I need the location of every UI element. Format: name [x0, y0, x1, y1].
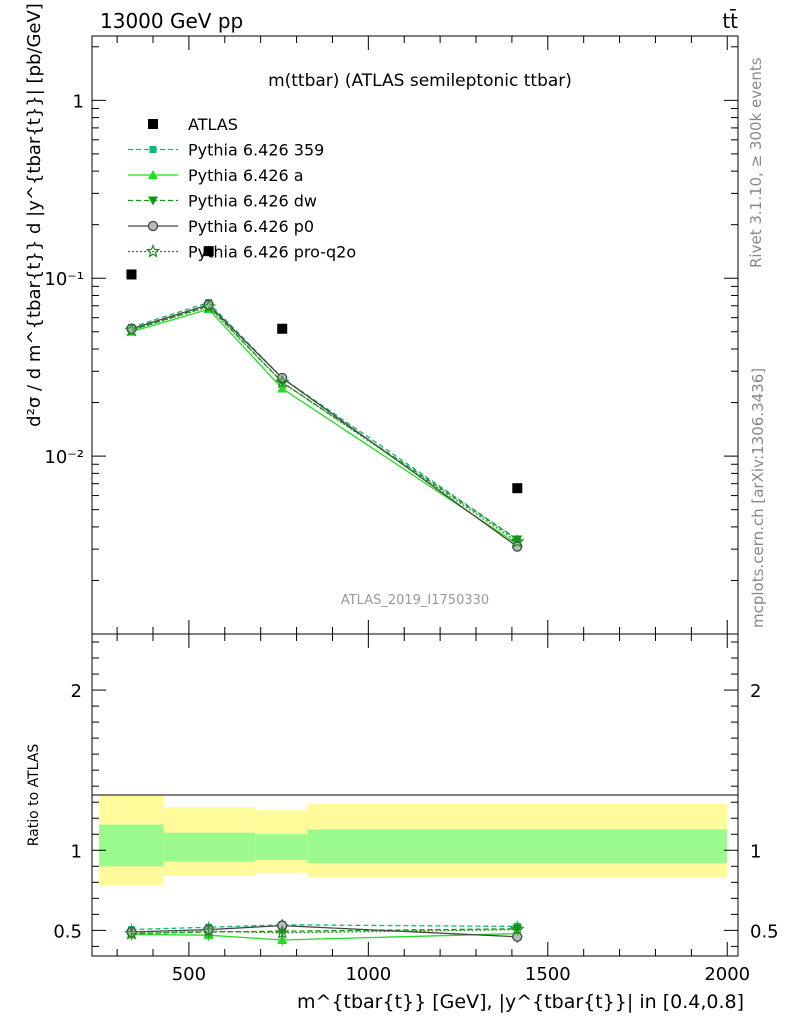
legend-item-pp0: Pythia 6.426 p0 [128, 217, 314, 236]
legend-marker-pq2o [145, 243, 161, 258]
main-y-label: d²σ / d m^{tbar{t}} d |y^{tbar{t}}| [pb/… [24, 3, 45, 427]
main-point-pq2o [124, 322, 139, 337]
main-point-pq2o [510, 534, 525, 548]
legend: ATLAS Pythia 6.426 359 Pythia 6.426 a Pythi… [128, 115, 356, 262]
ratio-point-pq2o [274, 925, 290, 939]
legend-item-p359: Pythia 6.426 359 [128, 141, 324, 160]
process-label: tt̄ [722, 8, 738, 33]
atlas-data-point [203, 246, 214, 257]
legend-marker-pp0 [147, 220, 159, 232]
rivet-label: Rivet 3.1.10, ≥ 300k events [747, 57, 765, 268]
ratio-x-tick-label: 500 [172, 964, 206, 985]
main-y-tick-label: 1 [73, 91, 84, 112]
legend-marker-pa [148, 170, 158, 179]
ratio-x-axis: 500 1000 1500 2000 [116, 634, 750, 985]
ratio-bands [99, 795, 728, 886]
main-line-pa [131, 308, 518, 545]
ratio-panel: 0.5 0.5 1 1 2 2 500 1000 1500 2000 Ratio to ATLA… [26, 633, 779, 1013]
legend-item-pq2o: Pythia 6.426 pro-q2o [128, 243, 356, 262]
legend-marker-p359 [149, 146, 157, 153]
main-point-pdw [512, 535, 523, 545]
ratio-y-tick-label-right: 1 [750, 841, 761, 862]
main-line-pp0 [131, 303, 518, 548]
legend-label-p359: Pythia 6.426 359 [188, 141, 324, 160]
ratio-band-inner [307, 829, 728, 864]
main-point-pp0 [512, 541, 523, 552]
ratio-y-label: Ratio to ATLAS [26, 744, 42, 847]
legend-item-pa: Pythia 6.426 a [128, 166, 304, 185]
ratio-x-tick-label: 1500 [525, 964, 571, 985]
legend-label-pp0: Pythia 6.426 p0 [188, 217, 314, 236]
ratio-band-inner [99, 824, 164, 867]
main-series-layer [124, 246, 525, 552]
legend-label-pq2o: Pythia 6.426 pro-q2o [188, 243, 356, 262]
ratio-series-pq2o [124, 921, 525, 940]
ratio-x-tick-label: 2000 [704, 964, 750, 985]
ratio-band-inner [255, 834, 308, 860]
main-y-axis: 1 10⁻¹ 10⁻² [44, 46, 738, 635]
main-series-pq2o [124, 299, 525, 548]
main-y-tick-label: 10⁻¹ [44, 269, 84, 290]
legend-item-atlas: ATLAS [148, 115, 238, 134]
ratio-panel-frame [91, 633, 739, 957]
ratio-line-pq2o [131, 928, 518, 935]
atlas-data-point [277, 323, 288, 334]
main-series-pp0 [126, 299, 523, 552]
ratio-point-pa [277, 934, 288, 944]
ratio-y-tick-label: 1 [71, 841, 82, 862]
ratio-x-tick-label: 1000 [345, 964, 391, 985]
ratio-band-inner [163, 832, 256, 862]
legend-label-pdw: Pythia 6.426 dw [188, 192, 317, 211]
watermark: ATLAS_2019_I1750330 [341, 593, 489, 608]
legend-item-pdw: Pythia 6.426 dw [128, 192, 317, 211]
main-y-tick-label: 10⁻² [44, 447, 84, 468]
main-series-atlas [126, 246, 523, 494]
ratio-y-tick-label-right: 2 [750, 681, 761, 702]
ratio-y-tick-label: 2 [71, 681, 82, 702]
ratio-y-tick-label-right: 0.5 [750, 921, 779, 942]
ratio-point-pq2o [124, 925, 139, 940]
main-point-pq2o [274, 374, 290, 389]
main-title: m(ttbar) (ATLAS semileptonic ttbar) [268, 71, 572, 91]
ratio-y-tick-label: 0.5 [53, 921, 82, 942]
legend-label-atlas: ATLAS [188, 115, 238, 134]
ratio-series-layer [124, 918, 525, 946]
main-x-ticks [116, 36, 728, 634]
mcplots-label: mcplots.cern.ch [arXiv:1306.3436] [749, 368, 767, 628]
atlas-data-point [126, 269, 137, 280]
legend-label-pa: Pythia 6.426 a [188, 166, 304, 185]
main-panel: m(ttbar) (ATLAS semileptonic ttbar) ATLA… [24, 3, 739, 635]
legend-marker-atlas [148, 119, 158, 129]
legend-marker-pdw [148, 196, 158, 206]
ratio-point-pq2o [201, 923, 216, 938]
energy-label: 13000 GeV pp [100, 9, 243, 33]
main-line-p359 [131, 301, 518, 541]
main-series-pa [126, 304, 523, 549]
ratio-y-axis: 0.5 0.5 1 1 2 2 [53, 641, 779, 947]
main-point-pa [277, 383, 288, 393]
ratio-point-pq2o [510, 921, 525, 936]
ratio-line-p359 [131, 924, 518, 931]
atlas-data-point [512, 483, 523, 494]
x-axis-label: m^{tbar{t}} [GeV], |y^{tbar{t}}| in [0.4… [297, 991, 744, 1013]
ratio-line-pa [131, 932, 518, 941]
main-point-pq2o [201, 299, 216, 314]
main-line-pq2o [131, 306, 518, 543]
